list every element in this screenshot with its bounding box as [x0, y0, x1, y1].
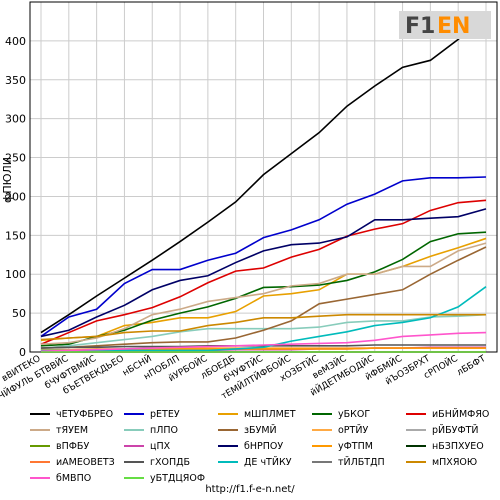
series-line — [40, 13, 487, 334]
legend-swatch — [30, 461, 50, 463]
legend-label: вПФБУ — [56, 440, 90, 452]
legend-label: ДЕ чТЙКУ — [244, 456, 292, 468]
legend-item: уФТПМ — [312, 439, 373, 453]
legend-item: цПХ — [124, 439, 170, 453]
y-axis-label: фПЮЛИ — [1, 157, 14, 203]
legend-swatch — [218, 429, 238, 431]
legend-item: тЯУЕМ — [30, 423, 88, 437]
legend-label: оРТЙУ — [338, 424, 369, 436]
y-tick-label: 300 — [5, 113, 26, 126]
legend-swatch — [406, 413, 426, 415]
svg-text:F1: F1 — [405, 14, 435, 39]
legend-label: иБНЙМФЯО — [432, 408, 490, 420]
legend-item: ДЕ чТЙКУ — [218, 455, 292, 469]
legend-label: уБКОГ — [338, 408, 371, 420]
legend-swatch — [312, 413, 332, 415]
series-line — [40, 331, 487, 353]
legend-swatch — [30, 429, 50, 431]
legend-item: гХОПДБ — [124, 455, 190, 469]
legend-item: чЕТУФБРЕО — [30, 407, 113, 421]
legend-label: чЕТУФБРЕО — [56, 408, 114, 420]
legend-label: пЛПО — [150, 424, 178, 436]
legend-swatch — [218, 445, 238, 447]
legend-swatch — [312, 429, 332, 431]
legend-label: бНРПОУ — [244, 440, 284, 452]
legend-label: иАМЕОВЕТЗ — [56, 456, 115, 468]
legend-item: бМВПО — [30, 471, 91, 485]
series-line — [40, 176, 487, 338]
legend-label: уБТДЦЯОФ — [150, 472, 205, 484]
series-line — [40, 242, 487, 346]
legend-item: рЕТЕУ — [124, 407, 180, 421]
legend-label: бМВПО — [56, 472, 92, 484]
legend-label: уФТПМ — [338, 440, 373, 452]
legend-item: мШПЛМЕТ — [218, 407, 296, 421]
legend-label: тЯУЕМ — [56, 424, 89, 436]
legend-swatch — [406, 429, 426, 431]
legend-label: тЙЛБТДП — [338, 456, 385, 468]
footer-url: http://f1.f-e-n.net/ — [205, 484, 295, 495]
legend-label: зБУМЙ — [244, 424, 277, 436]
y-tick-label: 400 — [5, 35, 26, 48]
f1-fen-logo: F1 EN — [397, 5, 497, 45]
series-line — [40, 246, 487, 349]
legend-label: мПХЯОЮ — [432, 456, 478, 468]
series-line — [40, 313, 487, 349]
legend-swatch — [312, 445, 332, 447]
legend-swatch — [124, 477, 144, 479]
svg-text:EN: EN — [437, 14, 470, 39]
legend-swatch — [124, 429, 144, 431]
legend-item: пЛПО — [124, 423, 178, 437]
legend-swatch — [218, 413, 238, 415]
y-tick-label: 0 — [19, 346, 26, 359]
legend-item: нБЗПХУЕО — [406, 439, 484, 453]
legend-item: иАМЕОВЕТЗ — [30, 455, 115, 469]
series-line — [40, 208, 487, 338]
legend-label: гХОПДБ — [150, 456, 191, 468]
y-tick-label: 100 — [5, 268, 26, 281]
legend-swatch — [406, 445, 426, 447]
legend-swatch — [124, 461, 144, 463]
legend-item: иБНЙМФЯО — [406, 407, 489, 421]
y-tick-label: 150 — [5, 229, 26, 242]
legend-swatch — [30, 413, 50, 415]
legend-swatch — [124, 445, 144, 447]
legend-item: уБТДЦЯОФ — [124, 471, 205, 485]
legend-swatch — [312, 461, 332, 463]
legend-item: тЙЛБТДП — [312, 455, 385, 469]
x-tick-label: лББФТ — [455, 354, 488, 379]
legend-item: зБУМЙ — [218, 423, 277, 437]
legend-item: оРТЙУ — [312, 423, 368, 437]
series-line — [40, 237, 487, 342]
legend-item: вПФБУ — [30, 439, 89, 453]
legend-item: мПХЯОЮ — [406, 455, 477, 469]
legend-swatch — [218, 461, 238, 463]
legend-item: рЙБУФТЙ — [406, 423, 479, 437]
y-tick-label: 350 — [5, 74, 26, 87]
legend-label: нБЗПХУЕО — [432, 440, 484, 452]
plot-area: 050100150200250300350400фПЮЛИвВИТЕКОвЧЙФ… — [0, 1, 498, 405]
y-tick-label: 50 — [12, 307, 26, 320]
legend-item: уБКОГ — [312, 407, 370, 421]
y-tick-label: 250 — [5, 152, 26, 165]
legend-swatch — [30, 477, 50, 479]
legend-swatch — [124, 413, 144, 415]
y-tick-label: 200 — [5, 190, 26, 203]
legend-swatch — [406, 461, 426, 463]
series-line — [41, 286, 487, 352]
legend-swatch — [30, 445, 50, 447]
legend-label: рЕТЕУ — [150, 408, 180, 420]
legend-label: мШПЛМЕТ — [244, 408, 296, 420]
series-line — [40, 313, 486, 341]
legend-label: цПХ — [150, 440, 171, 452]
legend-label: рЙБУФТЙ — [432, 424, 479, 436]
legend-item: бНРПОУ — [218, 439, 283, 453]
